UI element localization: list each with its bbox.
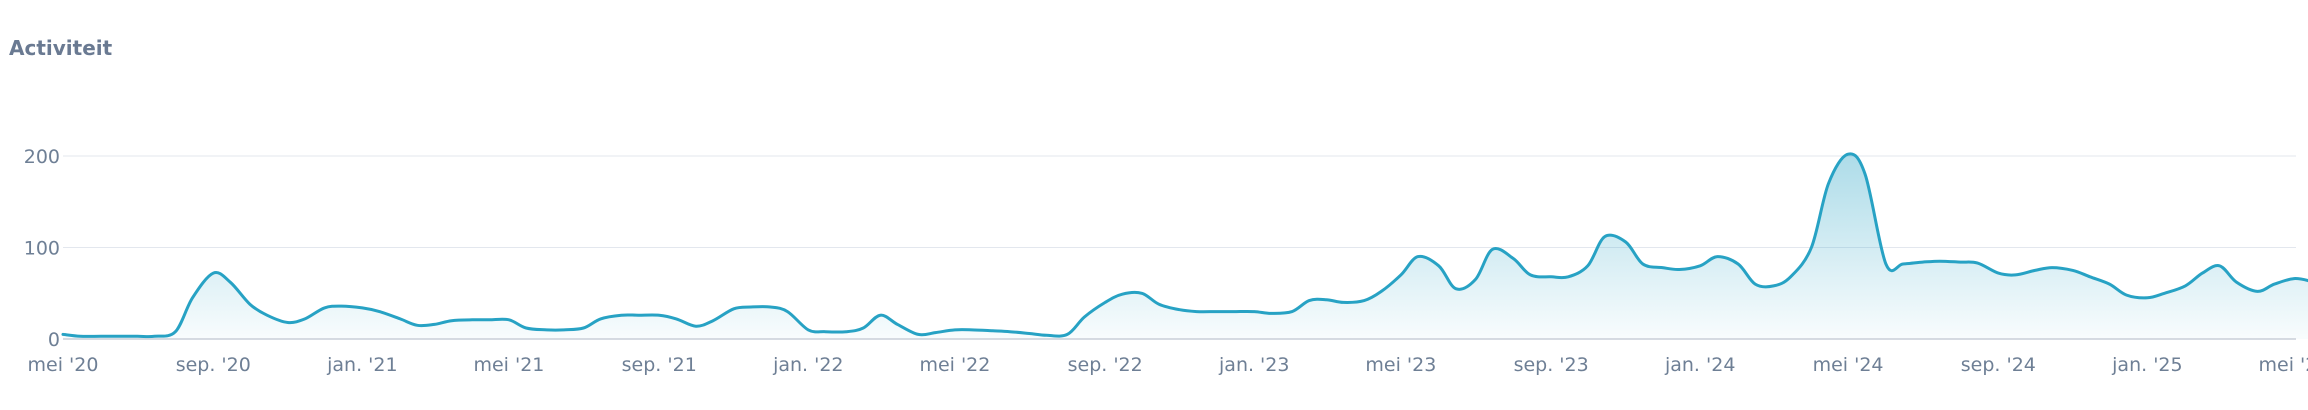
series-area [63, 153, 2308, 339]
x-tick-label: jan. '25 [2111, 354, 2182, 376]
x-tick-label: mei '25 [2259, 354, 2308, 376]
x-tick-label: mei '21 [473, 354, 544, 376]
y-tick-label-200: 200 [24, 146, 60, 168]
x-tick-label: jan. '23 [1218, 354, 1289, 376]
x-tick-label: mei '22 [919, 354, 990, 376]
x-axis-ticks: mei '20 sep. '20 jan. '21 mei '21 sep. '21 ja… [28, 354, 2308, 376]
x-tick-label: sep. '21 [622, 354, 697, 376]
chart-title: Activiteit [9, 36, 113, 60]
grid-lines [63, 155, 2296, 248]
x-tick-label: sep. '24 [1961, 354, 2036, 376]
x-tick-label: jan. '22 [772, 354, 843, 376]
x-tick-label: mei '23 [1365, 354, 1436, 376]
x-tick-label: sep. '20 [176, 354, 251, 376]
series-area-fill [63, 153, 2308, 339]
y-tick-label-100: 100 [24, 238, 60, 260]
x-tick-label: jan. '24 [1664, 354, 1735, 376]
series-line-path [61, 152, 2308, 339]
y-tick-label-0: 0 [48, 329, 60, 351]
x-tick-label: mei '24 [1813, 354, 1884, 376]
x-tick-label: jan. '21 [326, 354, 397, 376]
x-tick-label: sep. '22 [1068, 354, 1143, 376]
y-axis-ticks: 0 100 200 [24, 146, 60, 351]
x-tick-label: mei '20 [28, 354, 99, 376]
x-tick-label: sep. '23 [1514, 354, 1589, 376]
series-line [61, 152, 2308, 339]
